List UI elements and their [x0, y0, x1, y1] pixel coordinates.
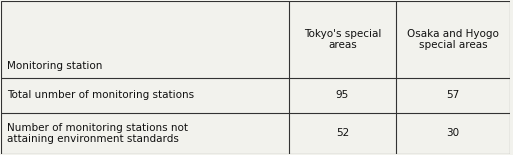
Text: 95: 95 — [336, 90, 349, 100]
Text: 57: 57 — [446, 90, 460, 100]
Text: 52: 52 — [336, 128, 349, 138]
Text: Osaka and Hyogo
special areas: Osaka and Hyogo special areas — [407, 29, 499, 50]
Text: Total unmber of monitoring stations: Total unmber of monitoring stations — [8, 90, 194, 100]
Text: 30: 30 — [447, 128, 460, 138]
Text: Monitoring station: Monitoring station — [8, 61, 103, 71]
Text: Number of monitoring stations not
attaining environment standards: Number of monitoring stations not attain… — [8, 123, 188, 144]
Text: Tokyo's special
areas: Tokyo's special areas — [304, 29, 381, 50]
